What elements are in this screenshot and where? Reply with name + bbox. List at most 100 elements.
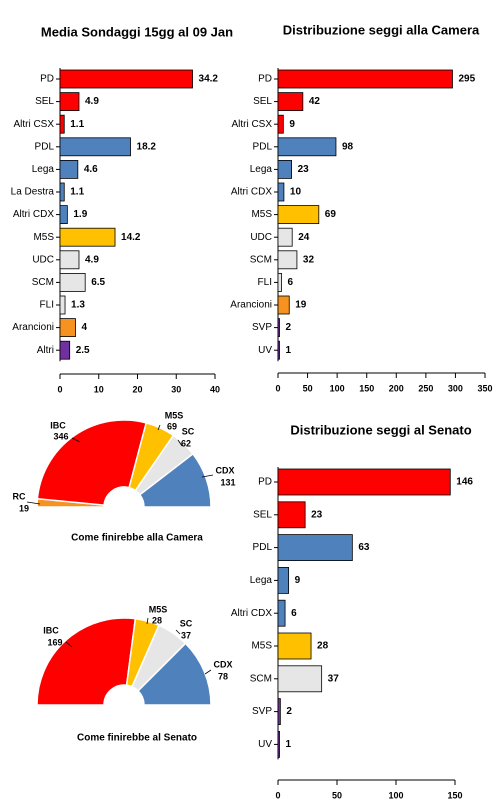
senato-category-label: PDL [253, 542, 273, 553]
senato-bar [277, 468, 451, 496]
camera-category-label: SCM [250, 254, 272, 265]
emiciclo_camera-leader-line [177, 439, 183, 447]
camera-x-tick-label: 250 [418, 383, 433, 393]
sondaggi-bar [59, 114, 65, 134]
sondaggi-value-label: 4.9 [85, 96, 99, 107]
sondaggi-bar [59, 137, 131, 157]
sondaggi-value-label: 14.2 [121, 232, 141, 243]
camera-bar [277, 205, 320, 225]
emiciclo_senato-slice-cdx [137, 642, 212, 706]
camera-x-tick-label: 200 [389, 383, 404, 393]
emiciclo_senato-slice-ibc [36, 617, 137, 706]
sondaggi-value-label: 1.3 [71, 300, 85, 311]
emiciclo_camera-slice-cdx [138, 452, 212, 508]
senato-value-label: 6 [291, 608, 297, 619]
sondaggi-bar [59, 92, 80, 111]
emiciclo_senato-leader-line [146, 617, 149, 625]
emiciclo_senato-slice-value: 169 [47, 637, 62, 647]
sondaggi-category-label: M5S [33, 232, 54, 243]
emiciclo_senato-slice-name: M5S [149, 604, 168, 614]
sondaggi-value-label: 34.2 [199, 74, 219, 85]
sondaggi-category-label: Altri [37, 345, 54, 356]
emiciclo_camera-leader-line [201, 474, 214, 478]
senato-value-label: 63 [358, 542, 370, 553]
camera-value-label: 32 [303, 254, 315, 265]
emiciclo_senato-leader-line [204, 669, 212, 675]
camera-bar [277, 295, 290, 315]
senato-value-label: 23 [311, 509, 323, 520]
camera-category-label: M5S [251, 209, 272, 220]
camera-x-tick-label: 300 [448, 383, 463, 393]
sondaggi-value-label: 4.9 [85, 254, 99, 265]
senato-category-label: Altri CDX [231, 608, 272, 619]
emiciclo_camera-slice-name: M5S [165, 410, 184, 420]
sondaggi-category-label: Lega [32, 164, 55, 175]
camera-value-label: 1 [286, 345, 292, 356]
sondaggi-category-label: FLI [40, 300, 54, 311]
sondaggi-category-label: PDL [35, 141, 55, 152]
sondaggi-category-label: PD [40, 74, 54, 85]
emiciclo_senato-slice-value: 28 [152, 615, 162, 625]
emiciclo_senato-leader-line [65, 641, 73, 648]
camera-value-label: 69 [325, 209, 337, 220]
sondaggi-bar [59, 205, 68, 225]
senato-category-label: SEL [253, 509, 272, 520]
camera-category-label: SEL [253, 96, 272, 107]
camera-x-tick-label: 50 [303, 383, 313, 393]
senato-bar [277, 567, 290, 594]
camera-category-label: UV [258, 345, 272, 356]
senato-category-label: M5S [251, 641, 272, 652]
emiciclo_camera-slice-name: SC [182, 426, 195, 436]
camera-category-label: Arancioni [230, 300, 272, 311]
sondaggi-title: Media Sondaggi 15gg al 09 Jan [41, 24, 233, 39]
sondaggi-category-label: Altri CDX [13, 209, 54, 220]
sondaggi-bar [59, 182, 65, 202]
camera-category-label: FLI [258, 277, 272, 288]
sondaggi-x-tick-label: 10 [94, 384, 104, 394]
emiciclo_camera-slice-name: IBC [50, 420, 66, 430]
emiciclo_senato-leader-line [175, 629, 181, 635]
sondaggi-category-label: La Destra [11, 187, 55, 198]
camera-category-label: Altri CDX [231, 187, 272, 198]
sondaggi-bar [59, 159, 79, 179]
emiciclo_camera-slice-value: 19 [19, 503, 29, 513]
camera-value-label: 2 [286, 322, 292, 333]
emiciclo_camera-slice-value: 62 [181, 438, 191, 448]
camera-bar [277, 114, 284, 134]
sondaggi-x-tick-label: 20 [132, 384, 142, 394]
camera-category-label: Lega [250, 164, 273, 175]
camera-value-label: 42 [309, 96, 321, 107]
camera-bar [277, 250, 298, 270]
camera-x-tick-label: 100 [330, 383, 345, 393]
senato-bar [277, 632, 312, 660]
emiciclo_camera-title: Come finirebbe alla Camera [71, 533, 203, 544]
senato-category-label: PD [258, 477, 272, 488]
sondaggi-value-label: 2.5 [76, 345, 90, 356]
camera-category-label: PD [258, 74, 272, 85]
senato-category-label: UV [258, 739, 272, 750]
emiciclo_camera-leader-line [26, 501, 41, 505]
senato-value-label: 28 [317, 641, 329, 652]
camera-bar [277, 272, 282, 292]
sondaggi-bar [59, 227, 116, 247]
senato-title: Distribuzione seggi al Senato [290, 422, 471, 437]
camera-bar [277, 227, 293, 247]
camera-x-tick-label: 150 [359, 383, 374, 393]
emiciclo_senato-title: Come finirebbe al Senato [77, 733, 197, 744]
sondaggi-category-label: Altri CSX [13, 119, 54, 130]
camera-bar [277, 159, 293, 179]
senato-bar [277, 501, 306, 529]
senato-value-label: 37 [328, 673, 340, 684]
senato-bar [277, 731, 280, 758]
camera-bar [277, 92, 304, 111]
camera-value-label: 19 [295, 300, 307, 311]
camera-category-label: SVP [252, 322, 272, 333]
senato-category-label: Lega [250, 575, 273, 586]
sondaggi-x-tick-label: 40 [210, 384, 220, 394]
senato-category-label: SVP [252, 706, 272, 717]
senato-x-tick-label: 50 [332, 790, 342, 800]
emiciclo_camera-leader-line [157, 424, 161, 431]
sondaggi-category-label: SCM [32, 277, 54, 288]
emiciclo_camera-slice-name: RC [13, 491, 26, 501]
